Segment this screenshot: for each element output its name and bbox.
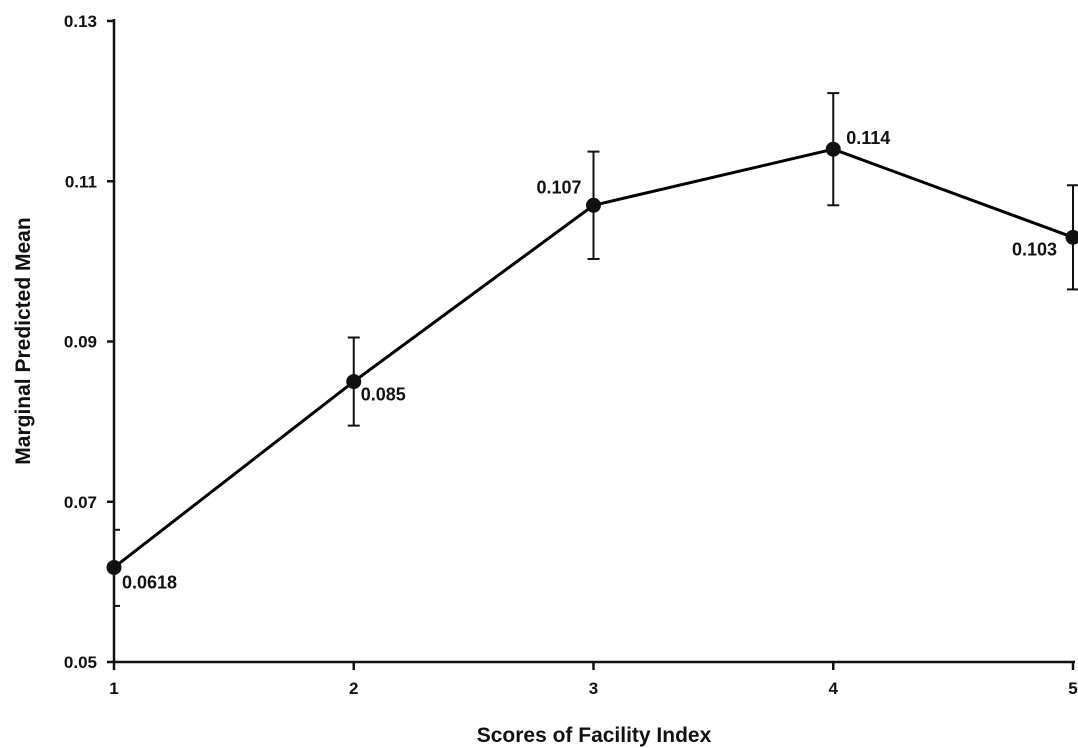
y-tick-label: 0.13: [64, 12, 97, 31]
data-point: [586, 197, 601, 213]
x-tick-label: 2: [349, 679, 358, 698]
data-point: [1065, 229, 1078, 245]
x-tick-label: 1: [109, 679, 118, 698]
x-tick-label: 3: [589, 679, 598, 698]
y-tick-label: 0.09: [64, 333, 97, 352]
data-point: [346, 374, 362, 390]
data-label: 0.114: [846, 128, 890, 148]
data-label: 0.085: [361, 385, 406, 405]
error-bars: [113, 92, 1078, 607]
y-tick-label: 0.05: [64, 653, 97, 672]
data-labels: 0.0618 0.085 0.107 0.114 0.103: [122, 128, 1057, 592]
data-points: [106, 141, 1078, 575]
data-label: 0.0618: [122, 572, 177, 592]
y-tick-label: 0.07: [64, 493, 97, 512]
x-tick-label: 4: [829, 679, 839, 698]
x-tick-label: 5: [1068, 679, 1077, 698]
data-label: 0.107: [536, 177, 581, 197]
data-label: 0.103: [1012, 239, 1057, 259]
x-axis-title: Scores of Facility Index: [477, 724, 712, 747]
data-point: [106, 559, 122, 575]
y-axis-title: Marginal Predicted Mean: [12, 217, 35, 464]
y-tick-label: 0.11: [65, 172, 97, 191]
data-point: [825, 141, 841, 157]
axes: 0.05 0.07 0.09 0.11 0.13 1 2 3 4 5: [64, 12, 1078, 698]
